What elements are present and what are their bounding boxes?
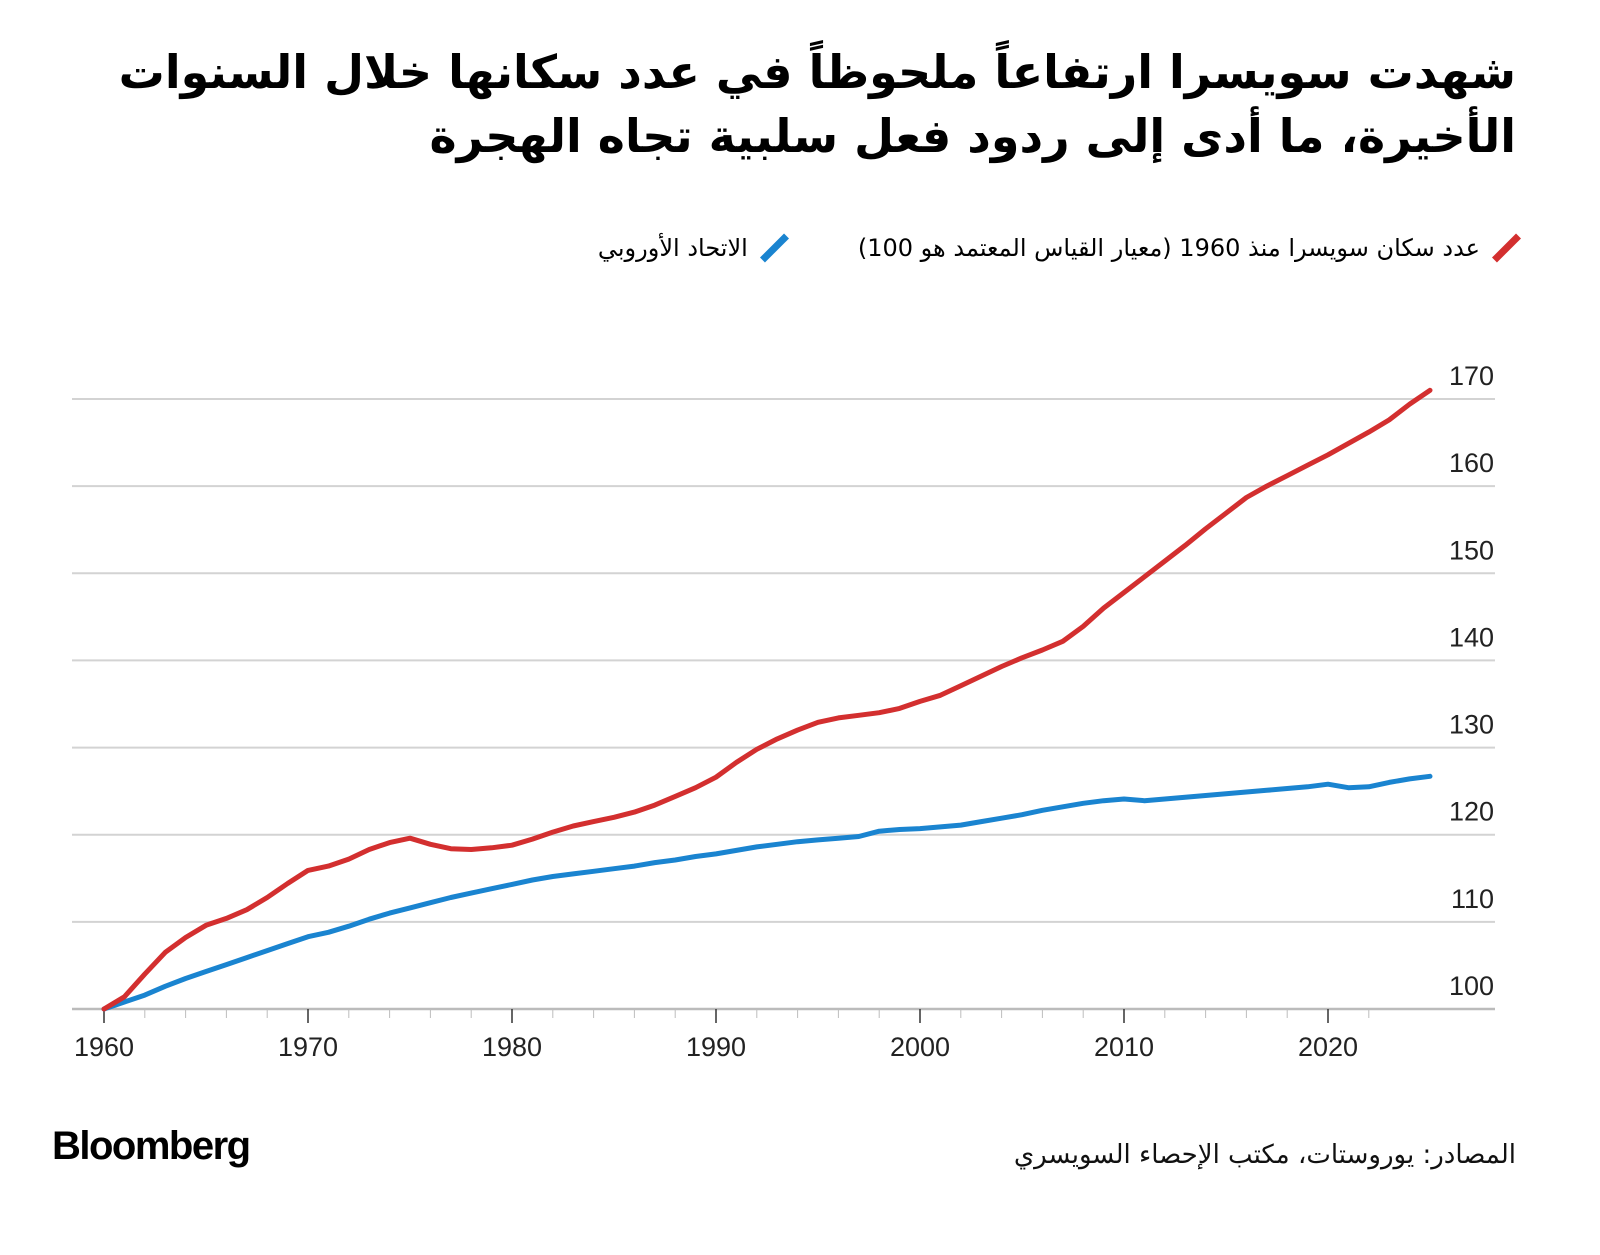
y-tick-label: 150	[1449, 535, 1494, 565]
x-tick-label: 2000	[890, 1032, 950, 1062]
bloomberg-logo: Bloomberg	[52, 1124, 251, 1168]
x-tick-label: 2020	[1298, 1032, 1358, 1062]
y-tick-label: 140	[1449, 622, 1494, 652]
y-tick-label: 100	[1449, 971, 1494, 1001]
y-tick-label: 130	[1449, 710, 1494, 740]
series-lines	[101, 387, 1433, 1012]
legend-label-switzerland: عدد سكان سويسرا منذ 1960 (معيار القياس ا…	[857, 234, 1480, 262]
y-tick-label: 160	[1449, 448, 1494, 478]
legend: عدد سكان سويسرا منذ 1960 (معيار القياس ا…	[576, 228, 1520, 268]
slash-swatch-icon	[760, 234, 788, 262]
y-tick-label: 110	[1451, 884, 1494, 914]
x-tick-label: 1980	[482, 1032, 542, 1062]
line-chart: 100 110 120 130 140 150 160 170 1960 1970 1980 199…	[72, 361, 1495, 1062]
y-tick-label: 170	[1449, 361, 1494, 391]
source-note: المصادر: يوروستات، مكتب الإحصاء السويسري	[1013, 1140, 1516, 1170]
chart-title-line-2: الأخيرة، ما أدى إلى ردود فعل سلبية تجاه …	[429, 109, 1517, 163]
x-tick-label: 1990	[686, 1032, 746, 1062]
slash-swatch-icon	[1492, 234, 1520, 262]
legend-item-eu: الاتحاد الأوروبي	[598, 234, 788, 262]
gridlines	[72, 398, 1495, 1011]
chart-title-line-1: شهدت سويسرا ارتفاعاً ملحوظاً في عدد سكان…	[118, 45, 1517, 99]
legend-item-switzerland: عدد سكان سويسرا منذ 1960 (معيار القياس ا…	[858, 234, 1520, 262]
x-axis: 1960 1970 1980 1990 2000 2010 2020	[74, 1009, 1370, 1062]
y-axis-ticks: 100 110 120 130 140 150 160 170	[1449, 361, 1494, 1001]
series-line-switzerland	[101, 387, 1433, 1012]
legend-label-eu: الاتحاد الأوروبي	[597, 234, 748, 262]
x-tick-label: 2010	[1094, 1032, 1154, 1062]
x-tick-label: 1970	[278, 1032, 338, 1062]
series-line-eu	[101, 773, 1433, 1012]
y-tick-label: 120	[1449, 797, 1494, 827]
chart-title: شهدت سويسرا ارتفاعاً ملحوظاً في عدد سكان…	[66, 40, 1517, 168]
x-tick-label: 1960	[74, 1032, 134, 1062]
